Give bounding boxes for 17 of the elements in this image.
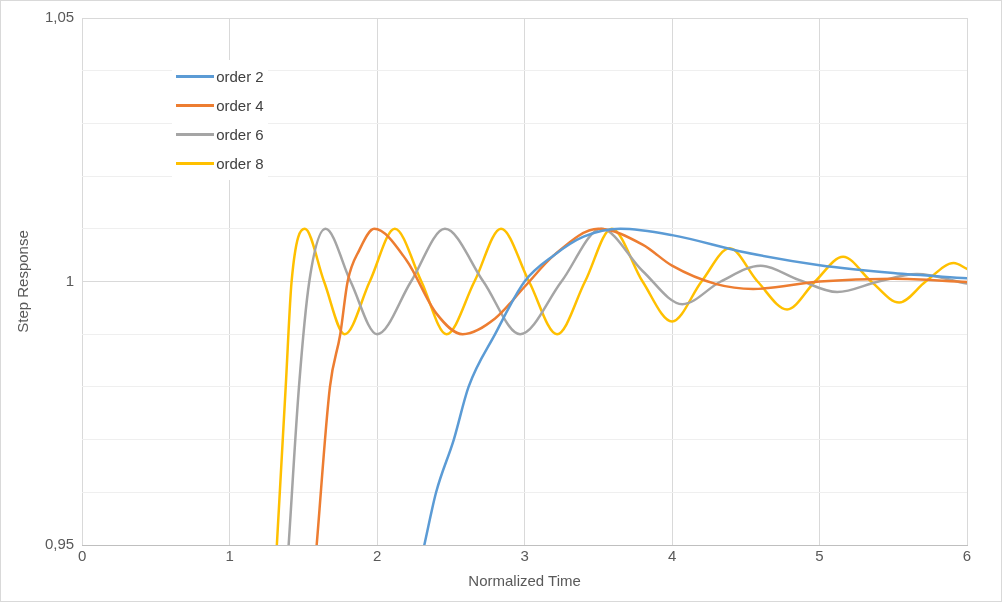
legend-label: order 4 (216, 97, 264, 114)
legend-label: order 8 (216, 155, 264, 172)
legend-label: order 6 (216, 126, 264, 143)
legend-label: order 2 (216, 68, 264, 85)
line-series (423, 227, 967, 545)
x-tick-label: 2 (372, 547, 382, 565)
x-tick-label: 1 (225, 547, 234, 565)
x-tick-label: 4 (667, 547, 677, 565)
y-tick-label: 1,05 (44, 8, 75, 26)
y-tick-label: 0,95 (44, 535, 75, 553)
x-tick-label: 3 (520, 547, 529, 565)
y-tick-label: 1 (65, 271, 75, 289)
y-axis-title: Step Response (14, 230, 32, 333)
x-tick-label: 0 (78, 547, 87, 565)
x-tick-label: 6 (962, 547, 972, 565)
x-tick-label: 5 (815, 547, 824, 565)
x-axis-title: Normalized Time (468, 572, 581, 590)
